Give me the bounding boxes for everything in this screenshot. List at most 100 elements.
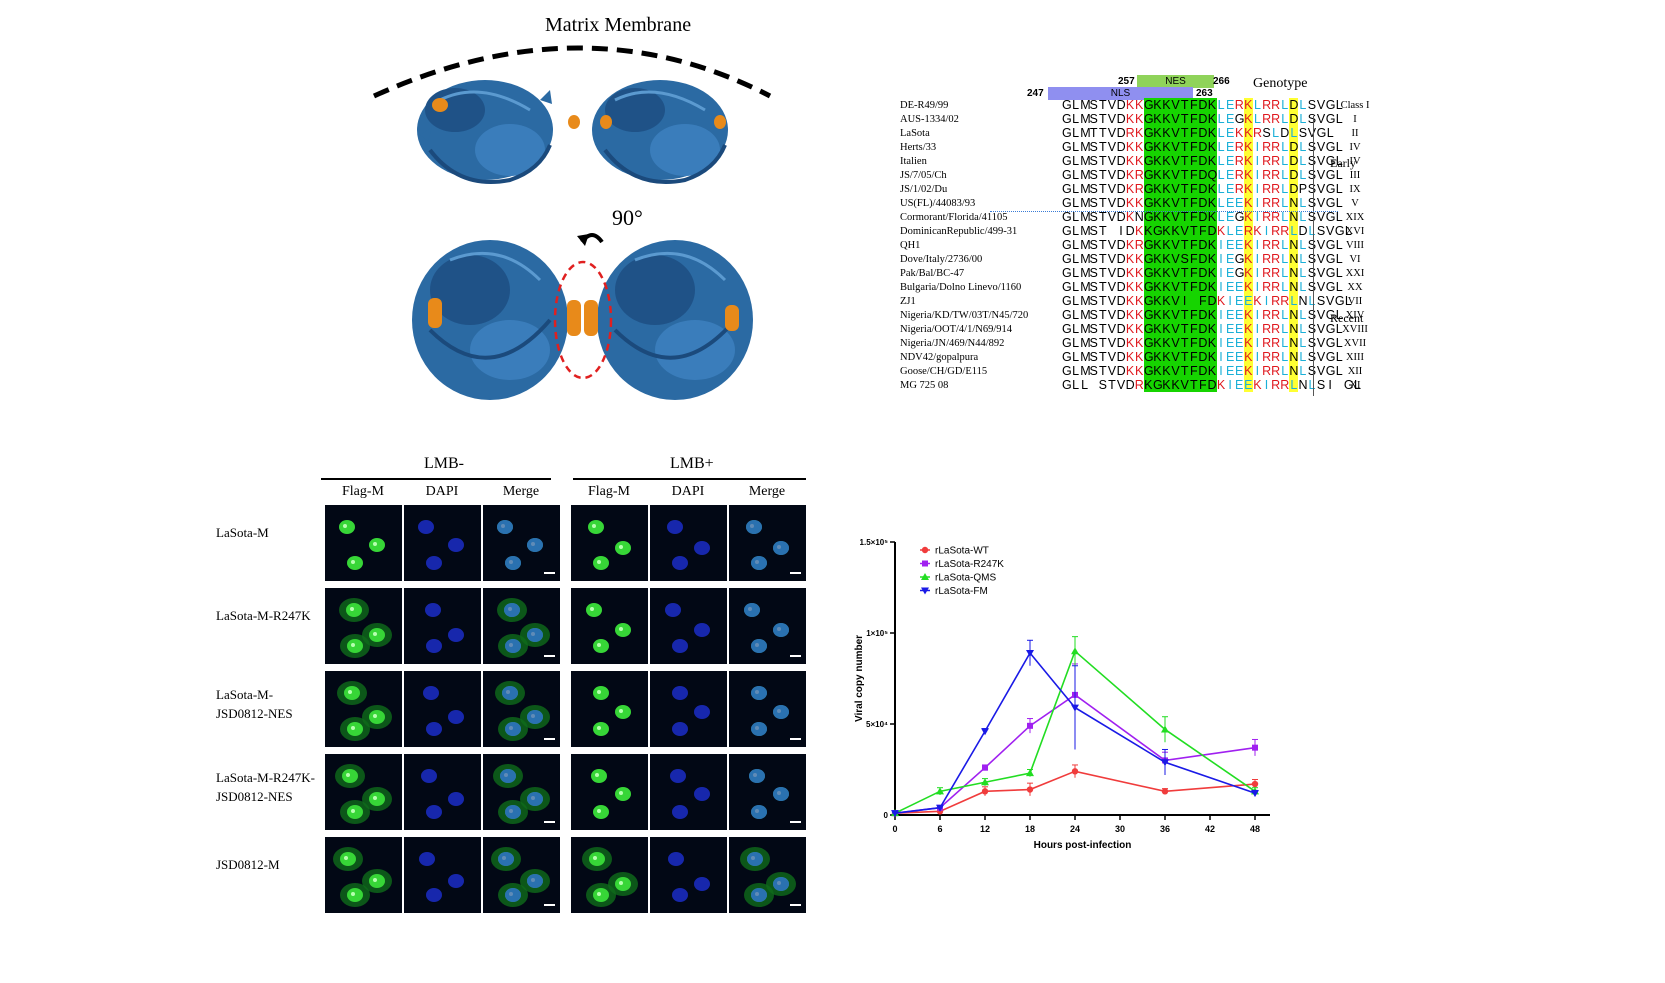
legend-label: rLaSota-QMS — [935, 573, 996, 584]
data-point — [1252, 744, 1258, 751]
strain-name: DE-R49/99 — [900, 100, 949, 111]
scale-bar — [544, 904, 555, 906]
strain-name: AUS-1334/02 — [900, 114, 959, 125]
column-header-dapi: DAPI — [425, 484, 459, 499]
genotype: V — [1351, 198, 1359, 209]
sequence: GLMSTVDKKGKKVTFDKIEEKIRRLNLSVGL — [1062, 322, 1343, 336]
microscopy-image — [483, 505, 560, 581]
x-tick-label: 6 — [937, 824, 942, 834]
genotype: XIV — [1345, 310, 1365, 321]
strain-name: JS/7/05/Ch — [900, 170, 947, 181]
data-point — [1027, 722, 1033, 729]
data-point — [1251, 790, 1259, 798]
genotype: VII — [1347, 296, 1363, 307]
y-tick-label: 5×10⁴ — [866, 720, 888, 729]
sequence: GLMST IDKKGKKVTFDKLERKIRRLDLSVGL — [1062, 224, 1353, 238]
y-axis-label: Viral copy number — [854, 635, 865, 722]
row-label: JSD0812-M — [216, 857, 280, 872]
data-point — [1026, 786, 1034, 793]
lmb-plus-rule — [573, 478, 806, 480]
sequence: GLMSTVDKKGKKVTFDKIEEKIRRLNLSVGL — [1062, 336, 1343, 350]
microscopy-image — [650, 671, 727, 747]
strain-name: Goose/CH/GD/E115 — [900, 366, 988, 377]
data-point — [1071, 768, 1079, 775]
microscopy-image — [483, 837, 560, 913]
microscopy-image — [571, 671, 648, 747]
genotype: XVIII — [1342, 324, 1368, 335]
microscopy-image — [404, 671, 481, 747]
data-point — [891, 810, 899, 818]
strain-name: Nigeria/KD/TW/03T/N45/720 — [900, 310, 1029, 321]
sequence: GLMSTVDKNGKKVTFDKLEGKIRRLNLSVGL — [1062, 210, 1343, 224]
bottom-monomer-right — [597, 240, 753, 400]
data-point — [981, 778, 989, 786]
genotype: XVI — [1345, 226, 1365, 237]
lmb-minus-title: LMB- — [424, 455, 464, 472]
strain-name: LaSota — [900, 128, 930, 139]
x-tick-label: 24 — [1070, 824, 1080, 834]
data-point — [1071, 704, 1079, 712]
genotype-bracket-line — [1313, 116, 1314, 396]
data-point — [1161, 788, 1169, 795]
microscopy-image — [404, 588, 481, 664]
genotype: III — [1349, 170, 1361, 181]
matrix-membrane-title: Matrix Membrane — [545, 14, 692, 36]
microscopy-image — [650, 505, 727, 581]
scale-bar — [790, 821, 801, 823]
microscopy-image — [483, 588, 560, 664]
microscopy-image — [729, 588, 806, 664]
genotype: XX — [1347, 282, 1363, 293]
strain-name: Bulgaria/Dolno Linevo/1160 — [900, 282, 1022, 293]
sequence: GLMSTVDKRGKKVTFDQLERKIRRLDLSVGL — [1062, 168, 1343, 182]
sequence: GLMSTVDKRGKKVTFDKLERKIRRLDPSVGL — [1062, 182, 1343, 196]
data-point — [1071, 647, 1079, 655]
top-helices — [432, 98, 726, 129]
genotype: IV — [1349, 156, 1361, 167]
strain-name: Dove/Italy/2736/00 — [900, 254, 983, 265]
x-tick-label: 42 — [1205, 824, 1215, 834]
x-tick-label: 0 — [892, 824, 897, 834]
genotype: XI — [1349, 380, 1361, 391]
legend-label: rLaSota-R247K — [935, 559, 1004, 570]
legend-marker — [921, 546, 929, 554]
legend-marker — [921, 573, 929, 580]
strain-name: Cormorant/Florida/41105 — [900, 212, 1008, 223]
genotype: VI — [1349, 254, 1361, 265]
scale-bar — [544, 738, 555, 740]
strain-name: Pak/Bal/BC-47 — [900, 268, 965, 279]
genotype-header: Genotype — [1253, 76, 1308, 91]
microscopy-image — [325, 588, 402, 664]
top-monomer-right — [592, 80, 728, 184]
microscopy-image — [650, 588, 727, 664]
strain-name: DominicanRepublic/499-31 — [900, 226, 1018, 237]
sequence: GLMTTVDRKGKKVTFDKLEKKRSLDLSVGL — [1062, 126, 1334, 140]
recent-group-label: Recent — [1330, 311, 1364, 325]
data-point — [1251, 780, 1259, 788]
scale-bar — [790, 572, 801, 574]
data-point — [936, 787, 944, 795]
data-point — [981, 788, 989, 795]
genotype: XIX — [1345, 212, 1365, 223]
column-header-dapi: DAPI — [671, 484, 705, 499]
sequence: GLMSTVDKKGKKVTFDKLERKIRRLDLSVGL — [1062, 140, 1343, 154]
genotype: II — [1351, 128, 1359, 139]
y-tick-label: 0 — [884, 811, 889, 820]
scale-bar — [544, 572, 555, 574]
nls-end-number: 263 — [1196, 88, 1213, 99]
microscopy-image — [729, 505, 806, 581]
rotation-label: 90° — [612, 205, 643, 230]
nls-start-number: 247 — [1027, 88, 1044, 99]
genotype: XXI — [1345, 268, 1365, 279]
lmb-minus-rule — [321, 478, 551, 480]
sequence: GLMSTVDKKGKKVTFDKLERKLRRLDLSVGL — [1062, 98, 1343, 112]
scale-bar — [544, 821, 555, 823]
microscopy-image — [404, 505, 481, 581]
x-tick-label: 30 — [1115, 824, 1125, 834]
column-header-flagm: Flag-M — [588, 484, 630, 499]
microscopy-image — [571, 505, 648, 581]
microscopy-image — [325, 754, 402, 830]
microscopy-image — [325, 671, 402, 747]
lmb-plus-title: LMB+ — [670, 455, 714, 472]
sequence: GLMSTVDKKGKKVSFDKIEGKIRRLNLSVGL — [1062, 252, 1343, 266]
microscopy-image — [404, 754, 481, 830]
